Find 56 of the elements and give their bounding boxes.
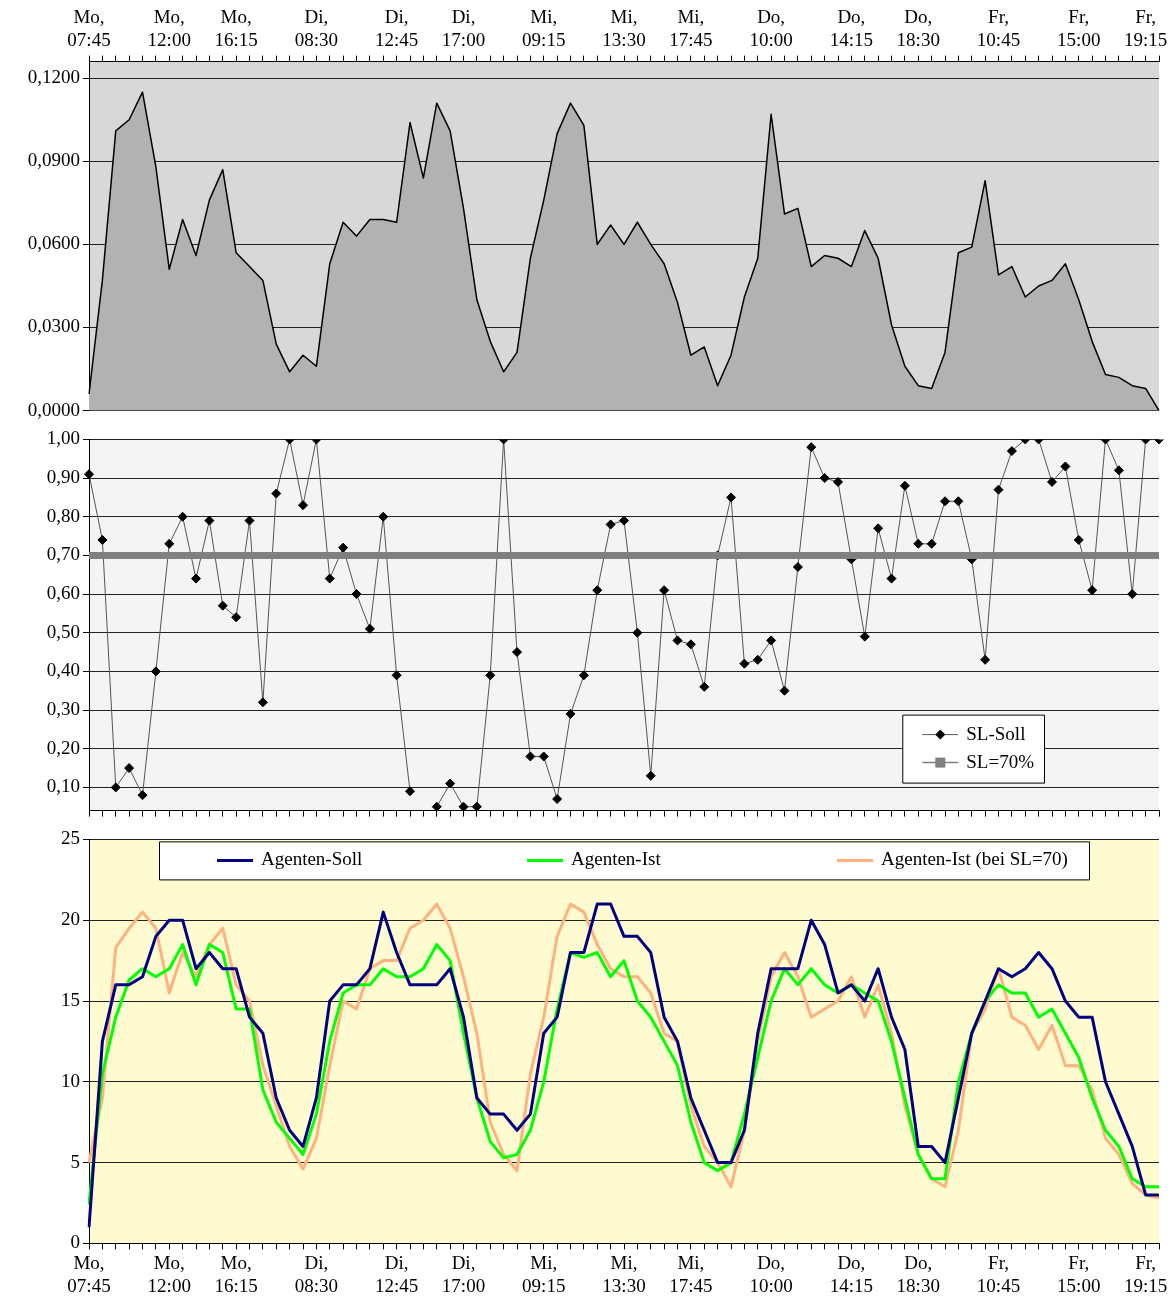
x-tick-label: Di, 08:30	[294, 6, 339, 51]
x-tick-label: Mo, 07:45	[67, 1251, 111, 1296]
legend-label: SL=70%	[966, 750, 1035, 772]
y-tick-label: 0,50	[46, 620, 80, 642]
x-tick-label: Di, 08:30	[294, 1251, 339, 1296]
legend-label: SL-Soll	[966, 722, 1026, 744]
x-tick-label: Di, 17:00	[441, 1251, 486, 1296]
x-tick-label: Mi, 17:45	[669, 1251, 713, 1296]
y-tick-label: 0,70	[46, 543, 80, 565]
x-tick-label: Fr, 19:15	[1123, 6, 1168, 51]
x-tick-label: Mi, 13:30	[602, 1251, 646, 1296]
legend-label: Agenten-Soll	[261, 848, 363, 870]
legend-label: Agenten-Ist	[571, 848, 662, 870]
x-tick-label: Di, 12:45	[374, 6, 419, 51]
y-tick-label: 0,0300	[27, 315, 80, 337]
y-tick-label: 20	[61, 908, 80, 930]
y-tick-label: 0,10	[46, 775, 80, 797]
x-tick-label: Mo, 07:45	[67, 6, 111, 51]
legend-label: Agenten-Ist (bei SL=70)	[881, 848, 1068, 871]
x-tick-label: Do, 18:30	[896, 6, 940, 51]
x-tick-label: Di, 12:45	[374, 1251, 419, 1296]
y-tick-label: 5	[70, 1150, 80, 1172]
x-tick-label: Di, 17:00	[441, 6, 486, 51]
x-tick-label: Do, 10:00	[749, 6, 793, 51]
x-tick-label: Fr, 10:45	[976, 1251, 1021, 1296]
x-tick-label: Mo, 16:15	[214, 6, 258, 51]
y-tick-label: 0,80	[46, 504, 80, 526]
x-tick-label: Mi, 17:45	[669, 6, 713, 51]
y-tick-label: 0	[70, 1231, 80, 1253]
x-tick-label: Mo, 12:00	[147, 6, 191, 51]
y-tick-label: 0,20	[46, 736, 80, 758]
y-tick-label: 0,0900	[27, 149, 80, 171]
x-tick-label: Fr, 19:15	[1123, 1251, 1168, 1296]
x-tick-label: Mo, 16:15	[214, 1251, 258, 1296]
y-tick-label: 15	[61, 988, 80, 1010]
y-tick-label: 1,00	[46, 427, 80, 449]
x-tick-label: Fr, 10:45	[976, 6, 1021, 51]
x-tick-label: Mo, 12:00	[147, 1251, 191, 1296]
x-tick-label: Do, 18:30	[896, 1251, 940, 1296]
x-tick-label: Mi, 09:15	[522, 1251, 566, 1296]
y-tick-label: 25	[61, 827, 80, 849]
x-tick-label: Mi, 09:15	[522, 6, 566, 51]
y-tick-label: 0,30	[46, 698, 80, 720]
y-tick-label: 0,60	[46, 582, 80, 604]
x-tick-label: Do, 10:00	[749, 1251, 793, 1296]
y-tick-label: 0,0600	[27, 232, 80, 254]
y-tick-label: 10	[61, 1069, 80, 1091]
x-tick-label: Mi, 13:30	[602, 6, 646, 51]
y-tick-label: 0,0000	[27, 398, 80, 420]
x-tick-label: Fr, 15:00	[1057, 1251, 1101, 1296]
y-tick-label: 0,1200	[27, 66, 80, 88]
y-tick-label: 0,90	[46, 466, 80, 488]
x-tick-label: Fr, 15:00	[1057, 6, 1101, 51]
x-tick-label: Do, 14:15	[829, 6, 874, 51]
y-tick-label: 0,40	[46, 659, 80, 681]
x-tick-label: Do, 14:15	[829, 1251, 874, 1296]
